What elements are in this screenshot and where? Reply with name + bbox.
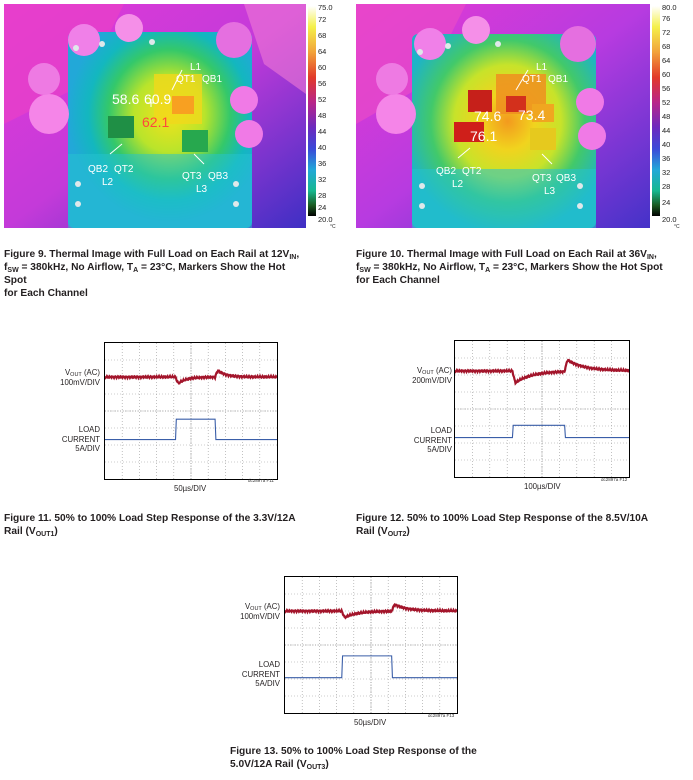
- scope-fig11: [104, 342, 278, 480]
- scale-tick: 44: [318, 127, 327, 136]
- label-l3: L3: [544, 186, 556, 197]
- scope-grid: [455, 341, 629, 477]
- marker-value-1: 58.6: [112, 91, 139, 107]
- scale-tick: 64: [318, 47, 327, 56]
- label-qb1: QB1: [548, 74, 568, 85]
- scale-tick: 32: [318, 175, 327, 184]
- current-trace: [105, 418, 277, 441]
- scale-tick: 40: [318, 143, 327, 152]
- caption-fig11: Figure 11. 50% to 100% Load Step Respons…: [4, 513, 296, 538]
- scale-tick: 24: [318, 203, 327, 212]
- thermal-image-fig10: 74.6 73.4 76.1 L1 QT1 QB1 QB2 QT2 L2 QT3…: [356, 4, 650, 228]
- scale-tick: 68: [318, 31, 327, 40]
- marker-value-2: 60.9: [144, 91, 171, 107]
- scale-tick: 36: [318, 159, 327, 168]
- scale-tick: 64: [662, 56, 671, 65]
- label-qt1: QT1: [176, 74, 196, 85]
- scale-tick: 56: [318, 79, 327, 88]
- label-qb1: QB1: [202, 74, 222, 85]
- scale-tick: 72: [662, 28, 671, 37]
- label-l1: L1: [536, 62, 548, 73]
- scale-tick: 24: [662, 198, 671, 207]
- current-label-fig13: LOAD CURRENT 5A/DIV: [241, 660, 280, 688]
- label-qt2: QT2: [114, 164, 134, 175]
- marker-value-3: 76.1: [470, 128, 497, 144]
- label-l3: L3: [196, 184, 208, 195]
- label-qt3: QT3: [532, 173, 552, 184]
- scale-tick: 60: [318, 63, 327, 72]
- figure-id-fig13: dc2897a F13: [428, 713, 455, 718]
- caption-fig13: Figure 13. 50% to 100% Load Step Respons…: [230, 746, 477, 771]
- label-qb2: QB2: [88, 164, 108, 175]
- scale-tick: 48: [662, 112, 671, 121]
- scale-tick: 40: [662, 140, 671, 149]
- color-scale-fig10: [652, 6, 660, 216]
- label-qb3: QB3: [208, 171, 228, 182]
- thermal-image-fig9: 58.6 60.9 62.1 L1 QT1 QB1 QB2 QT2 L2 QT3…: [4, 4, 306, 228]
- scope-grid: [105, 343, 277, 479]
- marker-value-1: 74.6: [474, 108, 501, 124]
- scale-tick: 44: [662, 126, 671, 135]
- timebase-fig12: 100µs/DIV: [524, 482, 561, 491]
- scale-tick: 52: [662, 98, 671, 107]
- scope-grid: [285, 577, 457, 713]
- marker-value-3: 62.1: [142, 114, 169, 130]
- label-l2: L2: [102, 177, 114, 188]
- scale-unit: °C: [330, 224, 336, 230]
- timebase-fig11: 50µs/DIV: [174, 484, 207, 493]
- figure-id-fig12: dc2897a F12: [601, 477, 628, 482]
- vout-label-fig13: VOUT (AC) 100mV/DIV: [240, 602, 280, 621]
- scale-tick: 28: [662, 182, 671, 191]
- scale-tick: 48: [318, 111, 327, 120]
- scale-labels-fig9: 75.0 72 68 64 60 56 52 48 44 40 36 32 28…: [318, 3, 348, 230]
- vout-label-fig11: VOUT (AC) 100mV/DIV: [60, 368, 100, 387]
- scale-unit: °C: [674, 224, 680, 230]
- scale-max: 80.0: [662, 3, 677, 12]
- scale-tick: 68: [662, 42, 671, 51]
- label-qt3: QT3: [182, 171, 202, 182]
- current-label-fig11: LOAD CURRENT 5A/DIV: [61, 425, 100, 453]
- scale-tick: 36: [662, 154, 671, 163]
- vout-trace: [455, 358, 629, 386]
- caption-fig10: Figure 10. Thermal Image with Full Load …: [356, 249, 663, 286]
- scale-tick: 28: [318, 191, 327, 200]
- caption-fig9: Figure 9. Thermal Image with Full Load o…: [4, 249, 300, 299]
- scale-min: 20.0: [318, 215, 333, 224]
- label-qb3: QB3: [556, 173, 576, 184]
- scope-fig12: [454, 340, 630, 478]
- vout-label-fig12: VOUT (AC) 200mV/DIV: [412, 366, 452, 385]
- scale-tick: 76: [662, 14, 671, 23]
- scale-max: 75.0: [318, 3, 333, 12]
- current-trace: [455, 424, 629, 439]
- vout-trace: [285, 602, 457, 620]
- scale-tick: 56: [662, 84, 671, 93]
- caption-fig12: Figure 12. 50% to 100% Load Step Respons…: [356, 513, 649, 538]
- timebase-fig13: 50µs/DIV: [354, 718, 387, 727]
- label-qt1: QT1: [522, 74, 542, 85]
- label-qt2: QT2: [462, 166, 482, 177]
- scale-tick: 60: [662, 70, 671, 79]
- scale-tick: 72: [318, 15, 327, 24]
- figure-id-fig11: dc2897a F11: [248, 478, 274, 483]
- label-l2: L2: [452, 179, 464, 190]
- scale-labels-fig10: 80.0 76 72 68 64 60 56 52 48 44 40 36 32…: [662, 3, 692, 230]
- scope-fig13: [284, 576, 458, 714]
- label-l1: L1: [190, 62, 202, 73]
- marker-crosshair: [147, 99, 155, 107]
- label-qb2: QB2: [436, 166, 456, 177]
- scale-tick: 52: [318, 95, 327, 104]
- scale-tick: 32: [662, 168, 671, 177]
- current-trace: [285, 655, 457, 679]
- marker-value-2: 73.4: [518, 107, 545, 123]
- scale-min: 20.0: [662, 215, 677, 224]
- color-scale-fig9: [308, 6, 316, 216]
- vout-trace: [105, 369, 277, 385]
- current-label-fig12: LOAD CURRENT 5A/DIV: [413, 426, 452, 454]
